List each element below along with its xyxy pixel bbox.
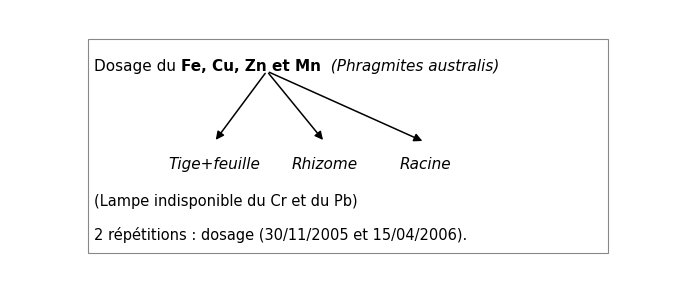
Text: (Lampe indisponible du Cr et du Pb): (Lampe indisponible du Cr et du Pb) bbox=[95, 194, 358, 209]
Text: Dosage du: Dosage du bbox=[95, 59, 182, 74]
Text: (Phragmites australis): (Phragmites australis) bbox=[322, 59, 500, 74]
Text: Racine: Racine bbox=[399, 157, 451, 172]
Text: Rhizome: Rhizome bbox=[292, 157, 358, 172]
FancyBboxPatch shape bbox=[88, 39, 609, 253]
Text: 2 répétitions : dosage (30/11/2005 et 15/04/2006).: 2 répétitions : dosage (30/11/2005 et 15… bbox=[95, 227, 468, 243]
Text: Tige+feuille: Tige+feuille bbox=[168, 157, 260, 172]
Text: Fe, Cu, Zn et Mn: Fe, Cu, Zn et Mn bbox=[182, 59, 322, 74]
